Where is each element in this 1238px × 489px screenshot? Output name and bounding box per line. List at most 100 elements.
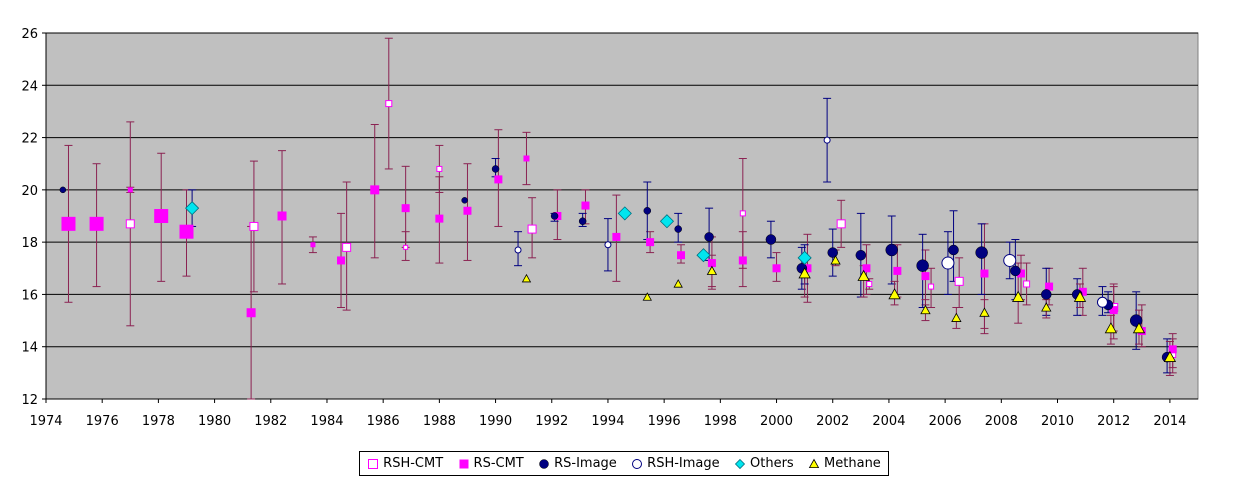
rs-cmt-point	[310, 242, 316, 248]
y-tick-label: 24	[21, 79, 38, 94]
legend-item: Methane	[808, 456, 881, 471]
rs-image-point	[975, 246, 988, 259]
rsh-cmt-point	[739, 210, 746, 217]
legend-item: RSH-Image	[631, 456, 720, 471]
rs-image-point	[1041, 289, 1052, 300]
y-tick-label: 12	[21, 393, 38, 408]
methane-point	[1011, 290, 1025, 302]
rs-image-point	[948, 244, 959, 256]
legend-label: Methane	[824, 456, 881, 471]
rs-cmt-point	[463, 206, 472, 215]
rs-cmt-point	[61, 216, 76, 231]
legend-label: RSH-CMT	[383, 456, 444, 471]
rs-cmt-point	[612, 232, 621, 241]
methane-point	[979, 307, 990, 317]
rs-cmt-point	[921, 272, 930, 281]
legend-marker	[459, 459, 469, 468]
others-point	[185, 201, 200, 216]
rs-cmt-point	[370, 185, 380, 195]
legend-marker	[734, 458, 746, 469]
rs-image-point	[674, 225, 682, 233]
legend-label: RSH-Image	[647, 456, 720, 471]
x-tick-label: 1976	[86, 414, 119, 429]
axes: 12 14 16 18 20 22 24 26 1974 1976 1978 1980 1982 1984…	[21, 27, 1198, 429]
methane-point	[706, 265, 718, 275]
y-tick-label: 22	[21, 132, 38, 147]
methane-point	[830, 255, 841, 265]
x-tick-label: 1996	[648, 414, 681, 429]
methane-point	[1163, 350, 1177, 362]
legend-item: Others	[734, 456, 794, 471]
x-tick-label: 1990	[479, 414, 512, 429]
x-tick-label: 2014	[1153, 414, 1186, 429]
methane-point	[920, 304, 931, 315]
rsh-image-point	[604, 241, 612, 249]
rs-image-point	[461, 197, 468, 204]
rs-cmt-point	[1078, 287, 1087, 296]
methane-point	[642, 292, 652, 301]
rsh-cmt-point	[342, 242, 352, 252]
legend-swatch	[459, 459, 469, 468]
legend-swatch	[808, 458, 820, 468]
markers	[59, 100, 1177, 363]
rsh-image-point	[1096, 296, 1108, 308]
rs-cmt-point	[1016, 269, 1025, 278]
x-tick-label: 2012	[1097, 414, 1130, 429]
rs-image-point	[827, 247, 838, 258]
rs-image-point	[855, 249, 867, 261]
rsh-cmt-point	[866, 280, 873, 287]
rs-cmt-point	[862, 264, 871, 273]
rs-cmt-point	[1109, 306, 1118, 315]
rs-cmt-point	[337, 256, 346, 265]
rs-cmt-point	[1045, 282, 1054, 291]
rs-cmt-point	[89, 216, 104, 231]
methane-point	[521, 273, 532, 283]
rsh-cmt-point	[403, 244, 409, 250]
x-tick-label: 1986	[367, 414, 400, 429]
x-tick-label: 2008	[985, 414, 1018, 429]
legend-marker	[539, 458, 549, 469]
legend-item: RS-Image	[538, 456, 617, 471]
rsh-cmt-point	[928, 283, 935, 290]
rs-cmt-point	[803, 264, 812, 273]
methane-point	[1073, 290, 1087, 302]
x-tick-label: 1974	[29, 414, 62, 429]
rs-image-point	[765, 234, 777, 245]
x-tick-label: 2006	[929, 414, 962, 429]
y-tick-label: 26	[21, 27, 38, 42]
rs-cmt-point	[980, 269, 989, 278]
rs-image-point	[1010, 265, 1021, 277]
rs-cmt-point	[494, 175, 503, 184]
methane-point	[857, 269, 870, 281]
y-tick-label: 16	[21, 288, 38, 303]
rs-cmt-point	[277, 211, 287, 221]
rs-cmt-point	[401, 204, 410, 213]
rsh-cmt-point	[954, 276, 964, 286]
chart: 12 14 16 18 20 22 24 26 1974 1976 1978 1980 1982 1984…	[21, 27, 1199, 429]
x-tick-label: 1988	[423, 414, 456, 429]
others-point	[696, 248, 711, 263]
rs-cmt-point	[435, 214, 444, 223]
legend-item: RSH-CMT	[367, 456, 443, 471]
rs-cmt-point	[581, 201, 590, 210]
others-point	[797, 250, 812, 265]
rs-image-point	[885, 243, 898, 257]
legend-marker	[368, 458, 379, 469]
x-tick-label: 2004	[872, 414, 905, 429]
x-tick-label: 1978	[142, 414, 175, 429]
y-tick-label: 14	[21, 341, 38, 356]
x-tick-label: 1984	[310, 414, 343, 429]
rsh-cmt-point	[527, 224, 537, 234]
legend-item: RS-CMT	[458, 456, 524, 471]
y-tick-label: 18	[21, 236, 38, 251]
legend-marker	[808, 458, 820, 468]
rs-cmt-point	[523, 155, 530, 162]
rsh-image-point	[823, 136, 831, 144]
x-tick-label: 1994	[591, 414, 624, 429]
x-tick-label: 1992	[535, 414, 568, 429]
legend-marker	[632, 458, 643, 469]
rs-image-point	[578, 217, 587, 225]
y-tick-label: 20	[21, 184, 38, 199]
x-tick-label: 1980	[198, 414, 231, 429]
rsh-cmt-point	[385, 100, 393, 108]
